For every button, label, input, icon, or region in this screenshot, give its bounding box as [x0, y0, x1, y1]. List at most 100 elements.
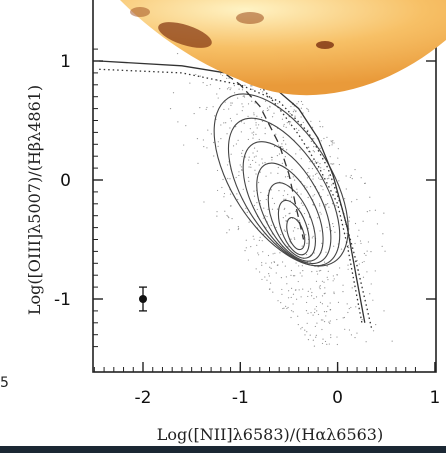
- scatter-point: [350, 201, 353, 203]
- scatter-point: [272, 291, 274, 293]
- scatter-point: [314, 311, 316, 314]
- scatter-point: [216, 169, 219, 172]
- scatter-point: [282, 216, 284, 219]
- scatter-point: [255, 133, 257, 135]
- scatter-point: [285, 215, 287, 217]
- scatter-point: [333, 142, 335, 144]
- scatter-point: [307, 295, 309, 298]
- scatter-point: [350, 174, 352, 177]
- scatter-point: [199, 107, 201, 109]
- scatter-point: [266, 194, 269, 196]
- scatter-point: [356, 332, 358, 334]
- scatter-point: [354, 242, 356, 245]
- scatter-point: [287, 193, 289, 196]
- scatter-point: [280, 277, 283, 279]
- scatter-point: [343, 316, 345, 319]
- scatter-point: [226, 214, 228, 217]
- scatter-point: [319, 126, 321, 128]
- scatter-point: [290, 310, 293, 312]
- scatter-point: [257, 252, 259, 254]
- scatter-point: [354, 222, 357, 225]
- scatter-point: [282, 147, 284, 150]
- scatter-point: [270, 267, 272, 270]
- scatter-point: [336, 318, 338, 321]
- scatter-point: [313, 345, 316, 347]
- scatter-point: [277, 300, 279, 302]
- scatter-point: [337, 157, 339, 159]
- scatter-point: [240, 121, 243, 123]
- scatter-point: [289, 112, 291, 115]
- scatter-point: [315, 280, 318, 282]
- scatter-point: [189, 82, 191, 84]
- scatter-point: [241, 89, 244, 91]
- scatter-point: [302, 204, 304, 206]
- scatter-point: [361, 261, 363, 264]
- scatter-point: [268, 275, 270, 277]
- scatter-point: [305, 253, 308, 256]
- x-axis-label: Log([NII]λ6583)/(Hαλ6563): [157, 425, 383, 444]
- scatter-point: [356, 259, 358, 262]
- scatter-point: [286, 283, 288, 285]
- scatter-point: [322, 338, 324, 340]
- scatter-point: [307, 108, 309, 111]
- scatter-point: [328, 206, 330, 208]
- scatter-point: [290, 269, 293, 272]
- scatter-point: [262, 91, 264, 93]
- scatter-point: [247, 138, 249, 141]
- scatter-point: [323, 320, 326, 323]
- scatter-point: [272, 253, 274, 255]
- scatter-point: [169, 108, 172, 110]
- scatter-point: [323, 281, 325, 283]
- scatter-point: [295, 153, 297, 155]
- scatter-point: [323, 168, 325, 171]
- scatter-point: [309, 161, 311, 163]
- scatter-point: [315, 334, 317, 336]
- scatter-point: [223, 108, 225, 111]
- scatter-point: [301, 265, 303, 267]
- scatter-point: [319, 120, 321, 122]
- scatter-point: [262, 110, 264, 112]
- scatter-point: [316, 172, 318, 174]
- scatter-point: [331, 163, 333, 165]
- scatter-point: [293, 179, 296, 181]
- scatter-point: [256, 201, 258, 204]
- contour-line: [256, 162, 324, 262]
- scatter-point: [275, 272, 277, 274]
- scatter-point: [324, 287, 326, 289]
- scatter-point: [329, 320, 331, 322]
- scatter-point: [221, 186, 223, 189]
- scatter-point: [176, 52, 179, 55]
- scatter-point: [248, 159, 250, 161]
- scatter-point: [364, 182, 366, 185]
- scatter-point: [350, 306, 352, 309]
- scatter-point: [245, 207, 247, 209]
- scatter-point: [281, 162, 283, 164]
- scatter-point: [264, 100, 267, 102]
- scatter-point: [297, 228, 299, 230]
- scatter-point: [315, 305, 318, 308]
- scatter-point: [277, 166, 279, 169]
- scatter-point: [253, 131, 255, 133]
- scatter-point: [229, 193, 232, 195]
- scatter-point: [227, 215, 229, 218]
- scatter-point: [342, 291, 344, 293]
- scatter-point: [316, 270, 318, 272]
- scatter-point: [263, 233, 265, 235]
- scatter-point: [225, 122, 227, 124]
- edge-glyph: 5: [0, 375, 9, 391]
- scatter-point: [264, 215, 266, 217]
- scatter-point: [206, 84, 208, 87]
- scatter-point: [328, 343, 330, 345]
- scatter-point: [332, 280, 334, 282]
- scatter-point: [281, 261, 284, 263]
- scatter-point: [264, 162, 266, 164]
- scatter-point: [298, 219, 300, 221]
- scatter-point: [253, 195, 256, 197]
- scatter-point: [332, 225, 335, 228]
- scatter-point: [376, 223, 379, 225]
- scatter-point: [342, 317, 344, 319]
- scatter-point: [326, 343, 328, 345]
- scatter-point: [267, 208, 269, 210]
- scatter-point: [320, 213, 322, 215]
- bottom-strip: [0, 446, 446, 453]
